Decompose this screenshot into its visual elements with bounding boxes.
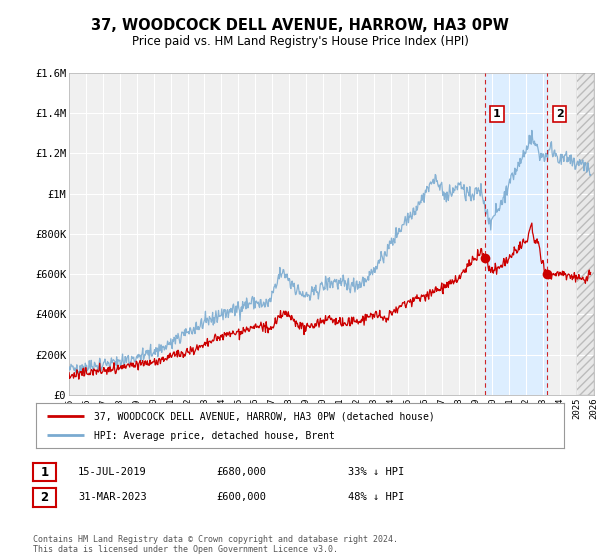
Text: 2: 2 bbox=[556, 109, 563, 119]
Text: 15-JUL-2019: 15-JUL-2019 bbox=[78, 467, 147, 477]
Text: 48% ↓ HPI: 48% ↓ HPI bbox=[348, 492, 404, 502]
Text: 37, WOODCOCK DELL AVENUE, HARROW, HA3 0PW (detached house): 37, WOODCOCK DELL AVENUE, HARROW, HA3 0P… bbox=[94, 412, 435, 422]
Text: £600,000: £600,000 bbox=[216, 492, 266, 502]
Text: 33% ↓ HPI: 33% ↓ HPI bbox=[348, 467, 404, 477]
Bar bbox=[485, 73, 547, 395]
Text: 1: 1 bbox=[40, 465, 49, 479]
Text: HPI: Average price, detached house, Brent: HPI: Average price, detached house, Bren… bbox=[94, 431, 335, 441]
Text: Contains HM Land Registry data © Crown copyright and database right 2024.
This d: Contains HM Land Registry data © Crown c… bbox=[33, 535, 398, 554]
Text: 31-MAR-2023: 31-MAR-2023 bbox=[78, 492, 147, 502]
Text: 37, WOODCOCK DELL AVENUE, HARROW, HA3 0PW: 37, WOODCOCK DELL AVENUE, HARROW, HA3 0P… bbox=[91, 18, 509, 32]
Bar bbox=[577, 73, 594, 395]
Text: Price paid vs. HM Land Registry's House Price Index (HPI): Price paid vs. HM Land Registry's House … bbox=[131, 35, 469, 49]
Text: 1: 1 bbox=[493, 109, 501, 119]
Text: £680,000: £680,000 bbox=[216, 467, 266, 477]
Bar bbox=[577, 73, 594, 395]
Text: 2: 2 bbox=[40, 491, 49, 504]
